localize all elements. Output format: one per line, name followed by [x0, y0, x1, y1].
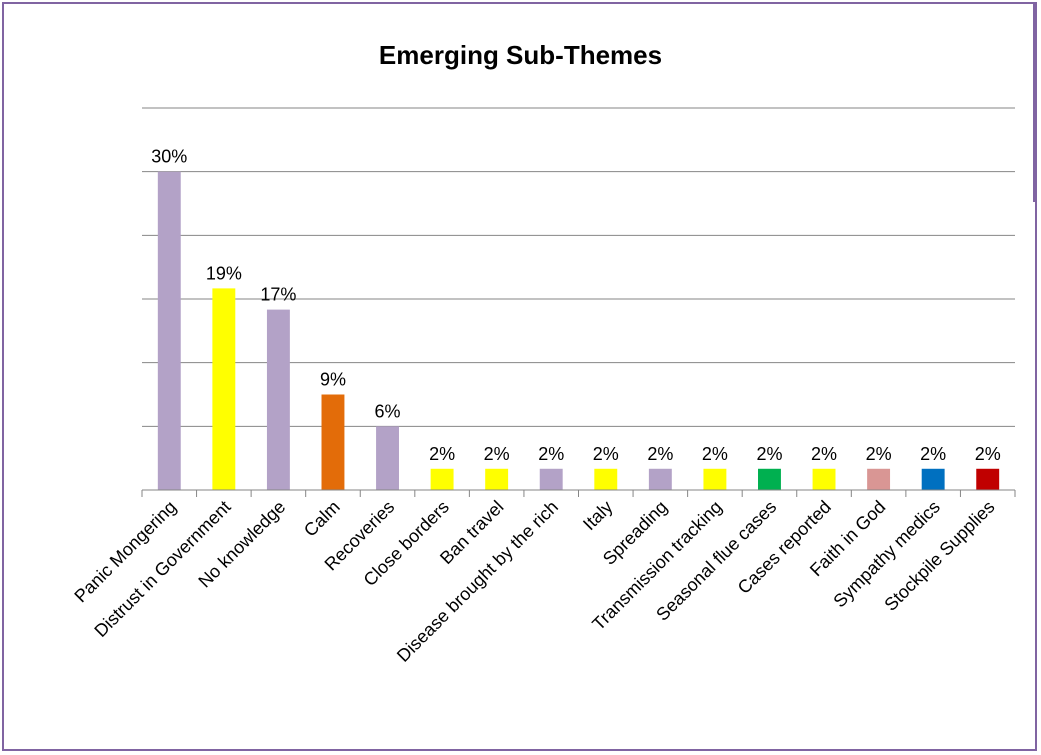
chart-title: Emerging Sub-Themes: [378, 40, 663, 70]
bar: [703, 468, 727, 490]
bar: [376, 426, 399, 490]
category-label: Italy: [579, 497, 616, 534]
data-label: 19%: [206, 263, 242, 283]
data-label: 2%: [593, 444, 619, 464]
bar: [539, 468, 563, 490]
data-label: 2%: [429, 444, 455, 464]
category-label: Cases reported: [734, 497, 835, 598]
data-label: 2%: [756, 444, 782, 464]
data-label: 2%: [811, 444, 837, 464]
data-labels: 30% 19% 17% 9% 6% 2% 2% 2% 2% 2% 2% 2% 2% 2% 2% 2%: [151, 147, 1000, 464]
bar: [867, 468, 891, 490]
data-label: 6%: [375, 401, 401, 421]
bar: [321, 394, 345, 490]
bar: [594, 468, 618, 490]
bar: [758, 468, 781, 490]
data-label: 30%: [151, 147, 187, 167]
data-label: 2%: [866, 444, 892, 464]
data-label: 2%: [975, 444, 1001, 464]
bars: [157, 171, 1000, 490]
category-label: Panic Mongering: [70, 497, 180, 607]
data-label: 2%: [538, 444, 564, 464]
x-axis: [141, 489, 1016, 497]
bar: [212, 288, 236, 490]
bar: [648, 468, 672, 490]
bar: [921, 468, 945, 490]
category-label: Calm: [300, 497, 344, 541]
bar: [430, 468, 454, 490]
bar: [812, 468, 836, 490]
bar: [157, 171, 181, 490]
bar: [266, 309, 290, 490]
data-label: 2%: [647, 444, 673, 464]
data-label: 2%: [702, 444, 728, 464]
data-label: 2%: [484, 444, 510, 464]
bar: [976, 468, 1000, 490]
bar: [485, 468, 509, 490]
data-label: 17%: [260, 285, 296, 305]
data-label: 2%: [920, 444, 946, 464]
data-label: 9%: [320, 370, 346, 390]
